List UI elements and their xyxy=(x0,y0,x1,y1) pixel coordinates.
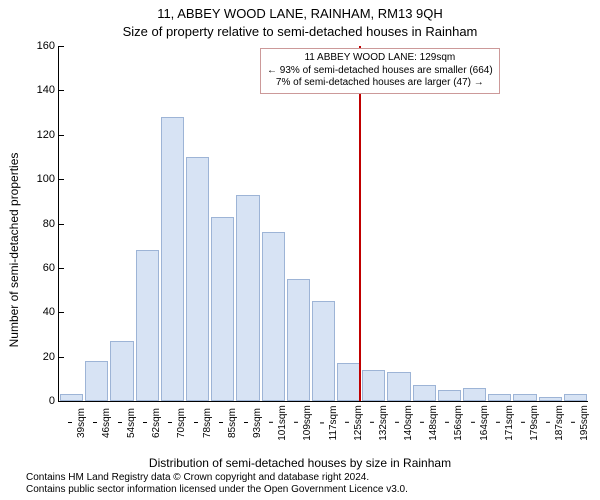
y-tick: 60 xyxy=(43,262,59,274)
y-tick: 40 xyxy=(43,306,59,318)
histogram-bar xyxy=(161,117,184,401)
histogram-bar xyxy=(463,388,486,401)
y-tick: 160 xyxy=(37,40,59,52)
footer-line1: Contains HM Land Registry data © Crown c… xyxy=(26,472,408,484)
footer-line2: Contains public sector information licen… xyxy=(26,484,408,496)
histogram-bar xyxy=(564,394,587,401)
y-tick: 100 xyxy=(37,173,59,185)
x-tick: 195sqm xyxy=(575,405,590,441)
chart-footer: Contains HM Land Registry data © Crown c… xyxy=(26,472,408,496)
x-tick: 171sqm xyxy=(500,405,515,441)
y-axis-label: Number of semi-detached properties xyxy=(7,153,21,348)
histogram-bar xyxy=(110,341,133,401)
x-tick: 85sqm xyxy=(223,408,238,438)
x-tick: 140sqm xyxy=(399,405,414,441)
x-tick: 101sqm xyxy=(273,405,288,441)
histogram-bar xyxy=(513,394,536,401)
y-tick: 140 xyxy=(37,84,59,96)
histogram-bar xyxy=(287,279,310,401)
histogram-bar xyxy=(236,195,259,401)
x-tick: 109sqm xyxy=(298,405,313,441)
x-tick: 54sqm xyxy=(122,408,137,438)
histogram-bar xyxy=(413,385,436,401)
histogram-bar xyxy=(60,394,83,401)
histogram-bar xyxy=(488,394,511,401)
x-tick: 39sqm xyxy=(72,408,87,438)
x-tick: 46sqm xyxy=(97,408,112,438)
histogram-bar xyxy=(262,232,285,401)
y-tick: 80 xyxy=(43,218,59,230)
property-annotation-box: 11 ABBEY WOOD LANE: 129sqm← 93% of semi-… xyxy=(260,48,500,94)
x-axis-label: Distribution of semi-detached houses by … xyxy=(0,456,600,470)
histogram-bar xyxy=(312,301,335,401)
histogram-bar xyxy=(186,157,209,401)
histogram-bar xyxy=(438,390,461,401)
x-tick: 62sqm xyxy=(147,408,162,438)
x-tick: 148sqm xyxy=(424,405,439,441)
x-tick: 93sqm xyxy=(248,408,263,438)
x-tick: 187sqm xyxy=(550,405,565,441)
histogram-bar xyxy=(211,217,234,401)
chart-title-line1: 11, ABBEY WOOD LANE, RAINHAM, RM13 9QH xyxy=(0,6,600,21)
x-tick: 156sqm xyxy=(449,405,464,441)
x-tick: 117sqm xyxy=(324,406,339,441)
x-tick: 164sqm xyxy=(475,405,490,441)
x-tick: 179sqm xyxy=(525,405,540,441)
histogram-bar xyxy=(539,397,562,401)
histogram-bar xyxy=(85,361,108,401)
property-marker-line xyxy=(359,46,361,401)
y-tick: 20 xyxy=(43,351,59,363)
x-tick: 125sqm xyxy=(349,405,364,441)
annotation-line1: 11 ABBEY WOOD LANE: 129sqm xyxy=(267,52,493,65)
histogram-bar xyxy=(362,370,385,401)
histogram-bar xyxy=(136,250,159,401)
histogram-bar xyxy=(387,372,410,401)
chart-plot-area: 02040608010012014016039sqm46sqm54sqm62sq… xyxy=(58,46,588,402)
y-tick: 0 xyxy=(49,395,59,407)
y-tick: 120 xyxy=(37,129,59,141)
x-tick: 132sqm xyxy=(374,405,389,441)
histogram-bar xyxy=(337,363,360,401)
annotation-line3: 7% of semi-detached houses are larger (4… xyxy=(267,77,493,90)
x-tick: 78sqm xyxy=(198,408,213,438)
chart-title-line2: Size of property relative to semi-detach… xyxy=(0,24,600,39)
annotation-line2: ← 93% of semi-detached houses are smalle… xyxy=(267,65,493,78)
x-tick: 70sqm xyxy=(172,408,187,438)
